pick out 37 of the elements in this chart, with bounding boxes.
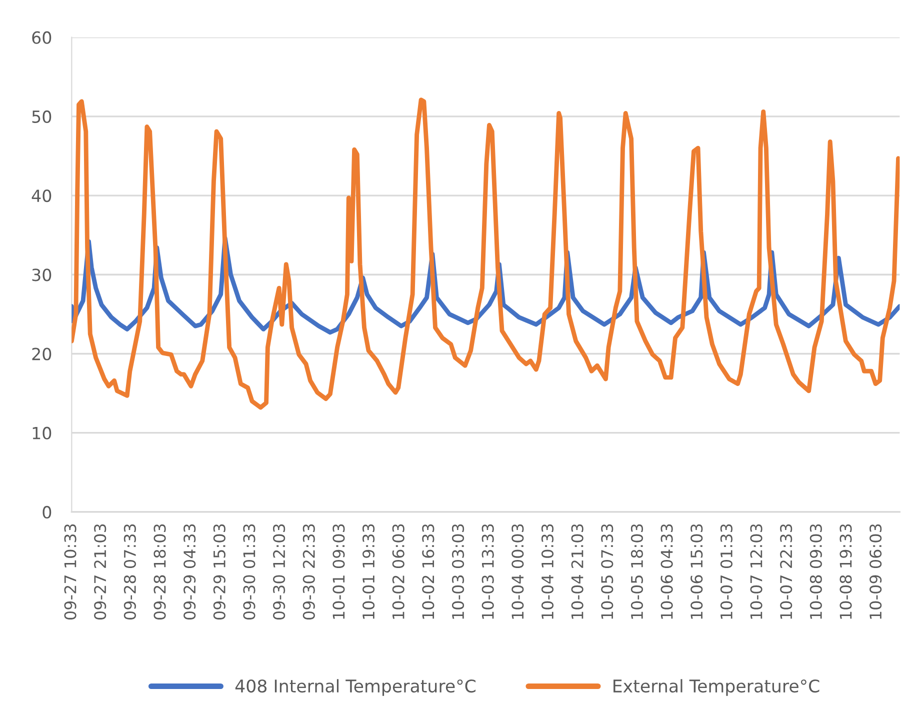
x-tick-label: 10-02 16:33 [422,524,434,619]
x-tick-label: 09-29 04:33 [184,524,196,620]
x-tick-label: 09-30 22:33 [302,524,315,620]
x-tick-label: 10-01 19:33 [362,524,375,619]
x-tick-label: 10-07 12:03 [750,524,762,619]
y-tick-label: 0 [42,506,52,519]
x-tick-label: 09-28 18:03 [154,524,166,620]
x-tick-label: 10-09 06:03 [870,524,882,619]
x-tick-label: 10-06 15:03 [690,524,703,619]
y-tick-label: 10 [32,426,52,440]
x-tick-label: 09-29 15:03 [213,524,226,620]
x-tick-label: 10-07 01:33 [720,524,732,619]
x-tick-label: 09-30 12:03 [273,524,286,620]
y-tick-label: 60 [32,31,52,44]
x-tick-label: 10-05 18:03 [630,524,644,619]
x-tick-label: 10-06 04:33 [660,524,673,619]
x-tick-label: 10-07 22:33 [780,524,792,619]
x-tick-label: 10-08 19:33 [840,524,852,619]
x-tick-label: 09-30 01:33 [243,524,256,620]
x-tick-label: 10-02 06:03 [392,524,404,619]
x-tick-label: 10-03 13:33 [482,524,494,619]
y-tick-label: 50 [32,110,52,124]
x-tick-label: 09-27 10:33 [64,524,76,620]
x-tick-label: 10-05 07:33 [601,524,614,619]
y-tick-label: 40 [32,190,52,202]
x-tick-label: 10-04 10:33 [541,524,554,619]
x-tick-label: 10-08 09:03 [810,524,822,619]
x-tick-label: 09-27 21:03 [94,524,106,620]
x-tick-label: 09-28 07:33 [124,524,136,620]
x-tick-label: 10-04 00:03 [512,524,524,619]
x-tick-label: 10-04 21:03 [571,524,584,619]
legend-label: External Temperature°C [614,679,820,696]
y-tick-label: 20 [32,348,52,360]
x-tick-label: 10-03 03:03 [452,524,464,619]
y-tick-label: 30 [32,268,52,282]
legend-label: 408 Internal Temperature°C [235,679,476,696]
x-tick-label: 10-01 09:03 [332,524,345,619]
